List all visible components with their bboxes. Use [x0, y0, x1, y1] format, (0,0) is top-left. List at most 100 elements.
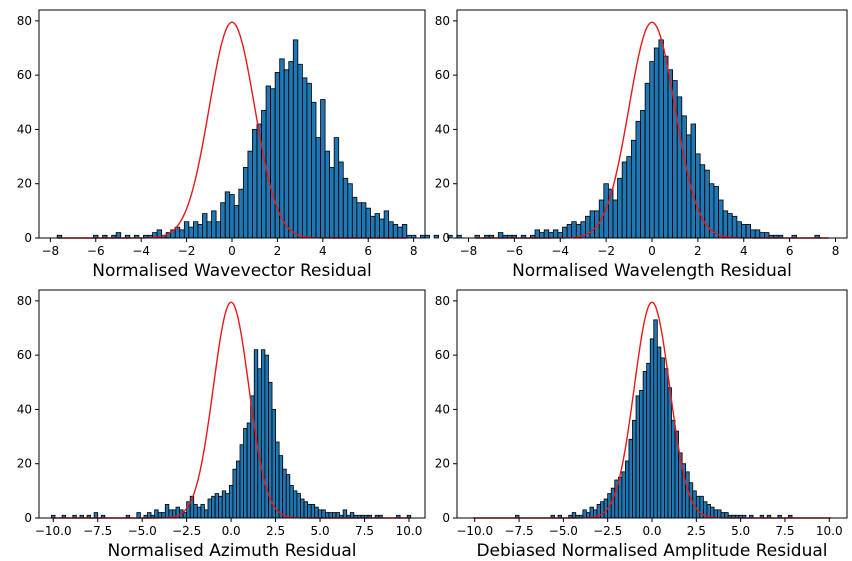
histogram-bar [183, 221, 190, 239]
histogram-bar [745, 224, 752, 239]
x-tick-label: −7.5 [83, 524, 112, 538]
histogram-bar [713, 186, 719, 239]
histogram-bar [179, 229, 185, 239]
x-tick-label: −2 [597, 244, 615, 258]
histogram-bar [600, 501, 605, 519]
histogram-bar [288, 61, 294, 239]
x-tick-label: −8 [42, 244, 60, 258]
histogram-bar [321, 509, 326, 519]
histogram-bar [232, 468, 237, 519]
histogram-bar [534, 229, 540, 239]
histogram-bar [713, 509, 718, 519]
x-tick-label: −10.0 [35, 524, 72, 538]
x-tick-label: 5.0 [311, 524, 330, 538]
y-tick-label: 60 [435, 68, 450, 82]
histogram-bar [632, 419, 637, 519]
histogram-bar [681, 115, 687, 239]
histogram-bar [157, 512, 163, 519]
histogram-bar [236, 460, 241, 519]
histogram-bar [497, 232, 504, 239]
histogram-bar [695, 495, 701, 519]
histogram-bar [361, 202, 367, 239]
y-tick-label: 80 [17, 14, 32, 28]
x-tick-label: −8 [460, 244, 478, 258]
y-tick-label: 40 [17, 402, 32, 416]
histogram-bar [736, 221, 742, 239]
histogram-bar [271, 409, 276, 519]
histogram-bar [447, 234, 453, 239]
histogram-bar [710, 506, 715, 519]
histogram-bar [303, 501, 308, 519]
histogram-bar [589, 506, 594, 519]
y-tick-label: 20 [435, 177, 450, 191]
x-tick-label: 7.5 [355, 524, 374, 538]
histogram-bar [539, 232, 545, 239]
x-tick-label: 8 [410, 244, 418, 258]
y-tick-label: 40 [17, 122, 32, 136]
histogram-bar [663, 55, 669, 239]
histogram-bar [275, 441, 280, 519]
histogram-bar [370, 215, 376, 239]
x-tick-label: 10.0 [396, 524, 423, 538]
histogram-bar [270, 88, 276, 239]
histogram-bar [401, 224, 408, 239]
histogram-bar [612, 199, 618, 239]
histogram-bar [182, 512, 188, 519]
histogram-bar [192, 221, 199, 239]
histogram-bar [342, 177, 349, 239]
histogram-bar [644, 82, 651, 239]
histogram-bar [649, 61, 655, 239]
histogram-bar [278, 455, 284, 519]
x-tick-label: −10.0 [456, 524, 493, 538]
histogram-bar [207, 498, 212, 519]
x-tick-label: −2.5 [172, 524, 201, 538]
x-tick-label: −5.0 [128, 524, 157, 538]
histogram-bar [225, 493, 230, 519]
histogram-bar [243, 428, 248, 519]
bars [484, 39, 820, 239]
histogram-bar [206, 221, 212, 239]
histogram-bar [617, 177, 623, 239]
histogram-bar [252, 129, 258, 239]
histogram-bar [332, 512, 337, 519]
x-tick-label: 6 [786, 244, 794, 258]
histogram-bar [338, 161, 344, 239]
x-tick-label: 8 [832, 244, 840, 258]
histogram-bar [228, 485, 234, 519]
histogram-bar [196, 506, 202, 519]
histogram-bar [741, 224, 747, 239]
x-tick-label: 0 [228, 244, 236, 258]
histogram-bar [695, 153, 701, 239]
histogram-bar [764, 232, 770, 239]
panel-azimuth-residual: −10.0 −7.5 −5.0 −2.5 0.0 2.5 5.0 7.5 10.0 0 20 40 60… [17, 289, 426, 561]
histogram-bar [301, 77, 308, 239]
histogram-bar [307, 504, 312, 519]
histogram-bar [224, 191, 231, 239]
histogram-bar [300, 498, 305, 519]
histogram-bar [188, 226, 194, 239]
histogram-bar [374, 213, 380, 239]
x-tick-label: 5.0 [731, 524, 750, 538]
histogram-bar [653, 47, 660, 239]
histogram-bar [310, 504, 316, 519]
x-tick-label: 4 [740, 244, 748, 258]
histogram-bar [660, 357, 665, 519]
x-tick-label: 0 [648, 244, 656, 258]
histogram-bar [690, 123, 696, 239]
y-tick-label: 0 [442, 231, 450, 245]
histogram-bar [204, 509, 209, 519]
y-tick-label: 60 [17, 68, 32, 82]
histogram-bar [727, 213, 733, 239]
histogram-bar [718, 199, 724, 239]
histogram-bar [642, 371, 648, 519]
histogram-bar [625, 460, 630, 519]
bars [51, 349, 412, 519]
x-tick-label: 2.5 [687, 524, 706, 538]
histogram-bar [626, 156, 632, 239]
x-tick-label: −4 [132, 244, 150, 258]
histogram-bar [617, 476, 623, 519]
bars [515, 319, 793, 519]
histogram-bar [667, 387, 672, 519]
